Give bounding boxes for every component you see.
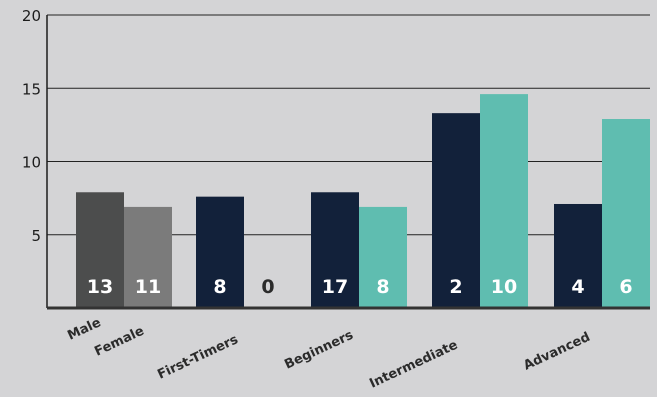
bar — [311, 192, 359, 308]
bar — [76, 192, 124, 308]
x-tick-label: Advanced — [521, 330, 592, 374]
data-label: 2 — [449, 276, 462, 298]
data-label: 0 — [261, 276, 274, 298]
data-label: 17 — [322, 276, 348, 298]
bar — [554, 203, 602, 308]
y-tick-label: 15 — [22, 80, 41, 98]
bar — [124, 206, 172, 308]
y-tick-labels: 5 10 15 20 — [22, 7, 41, 245]
data-label: 4 — [571, 276, 584, 298]
data-label: 8 — [376, 276, 389, 298]
bar — [602, 119, 650, 308]
bar — [480, 94, 528, 308]
y-tick-label: 10 — [22, 154, 41, 172]
data-labels: 13 11 8 0 17 8 2 10 4 6 — [87, 276, 633, 298]
x-tick-label: Intermediate — [367, 338, 460, 392]
y-tick-label: 20 — [22, 7, 41, 25]
data-label: 8 — [213, 276, 226, 298]
bar — [196, 196, 244, 308]
bars — [76, 94, 650, 308]
x-tick-label: Male — [65, 315, 103, 343]
x-tick-label: Beginners — [282, 328, 356, 373]
data-label: 10 — [491, 276, 517, 298]
data-label: 11 — [135, 276, 161, 298]
y-tick-label: 5 — [31, 227, 41, 245]
x-tick-label: First-Timers — [155, 332, 240, 382]
bar — [432, 113, 480, 308]
bar — [359, 206, 407, 308]
data-label: 6 — [619, 276, 632, 298]
data-label: 13 — [87, 276, 113, 298]
